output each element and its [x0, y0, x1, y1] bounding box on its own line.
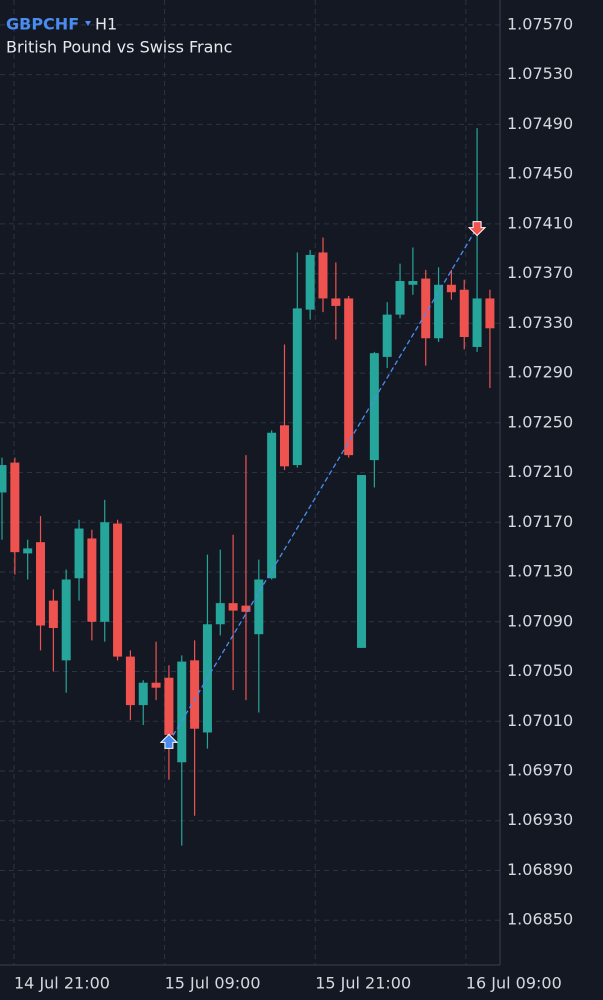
candle-body — [164, 677, 174, 735]
x-tick-label: 16 Jul 09:00 — [466, 974, 562, 993]
candle-body — [292, 308, 302, 466]
subtitle: British Pound vs Swiss Franc — [6, 38, 232, 57]
y-tick-label: 1.06890 — [507, 860, 573, 879]
y-tick-label: 1.07490 — [507, 114, 573, 133]
candle-body — [87, 538, 97, 622]
candle-body — [0, 465, 7, 493]
x-tick-label: 15 Jul 09:00 — [165, 974, 261, 993]
candle-body — [48, 600, 58, 628]
y-tick-label: 1.07090 — [507, 611, 573, 630]
candle-body — [254, 579, 264, 635]
y-tick-label: 1.07450 — [507, 164, 573, 183]
y-tick-label: 1.07530 — [507, 64, 573, 83]
candle-body — [459, 289, 469, 338]
sell-marker — [467, 221, 487, 237]
y-tick-label: 1.07130 — [507, 562, 573, 581]
y-tick-label: 1.07290 — [507, 363, 573, 382]
y-tick-label: 1.07010 — [507, 711, 573, 730]
candle-body — [434, 284, 444, 339]
candle-body — [138, 682, 148, 706]
candle-body — [215, 603, 225, 625]
timeframe[interactable]: H1 — [95, 15, 117, 34]
candle-body — [10, 462, 20, 553]
candle-body — [279, 425, 289, 467]
candle-body — [382, 314, 392, 357]
y-tick-label: 1.06850 — [507, 910, 573, 929]
candle-body — [395, 281, 405, 315]
symbol[interactable]: GBPCHF — [6, 15, 79, 34]
x-tick-label: 15 Jul 21:00 — [315, 974, 411, 993]
y-tick-label: 1.06970 — [507, 761, 573, 780]
y-tick-label: 1.07210 — [507, 462, 573, 481]
candle-body — [74, 528, 84, 579]
candle-body — [421, 278, 431, 339]
candle-body — [305, 254, 315, 310]
y-tick-label: 1.07170 — [507, 512, 573, 531]
candles-layer — [0, 128, 495, 846]
candle-body — [485, 298, 495, 329]
candle-body — [177, 661, 187, 763]
y-tick-label: 1.07250 — [507, 412, 573, 431]
trade-line — [168, 227, 478, 743]
candle-body — [125, 656, 135, 706]
candle-body — [446, 284, 456, 293]
candle-body — [61, 579, 71, 661]
y-tick-label: 1.07370 — [507, 263, 573, 282]
candle-body — [318, 252, 328, 299]
symbol-dropdown-icon[interactable] — [85, 21, 91, 26]
candle-body — [190, 660, 200, 729]
y-tick-label: 1.07570 — [507, 14, 573, 33]
grid-layer — [0, 0, 500, 965]
candle-body — [344, 298, 354, 456]
candle-body — [100, 522, 110, 622]
candle-body — [113, 523, 123, 657]
buy-marker — [159, 733, 179, 749]
candle-body — [331, 298, 341, 306]
candle-body — [151, 682, 161, 688]
candle-body — [36, 542, 46, 626]
candle-body — [241, 605, 251, 612]
y-tick-label: 1.06930 — [507, 810, 573, 829]
candle-body — [228, 603, 238, 611]
candle-body — [267, 432, 277, 579]
x-tick-label: 14 Jul 21:00 — [14, 974, 110, 993]
candle-body — [369, 353, 379, 461]
candle-body — [472, 298, 482, 347]
y-tick-label: 1.07330 — [507, 313, 573, 332]
y-tick-label: 1.07410 — [507, 213, 573, 232]
candle-body — [23, 548, 33, 554]
axis-labels: 1.07570 1.07530 1.07490 1.07450 1.07410 1.073… — [14, 14, 573, 992]
y-tick-label: 1.07050 — [507, 661, 573, 680]
candle-body — [357, 475, 367, 648]
candle-body — [408, 281, 418, 285]
